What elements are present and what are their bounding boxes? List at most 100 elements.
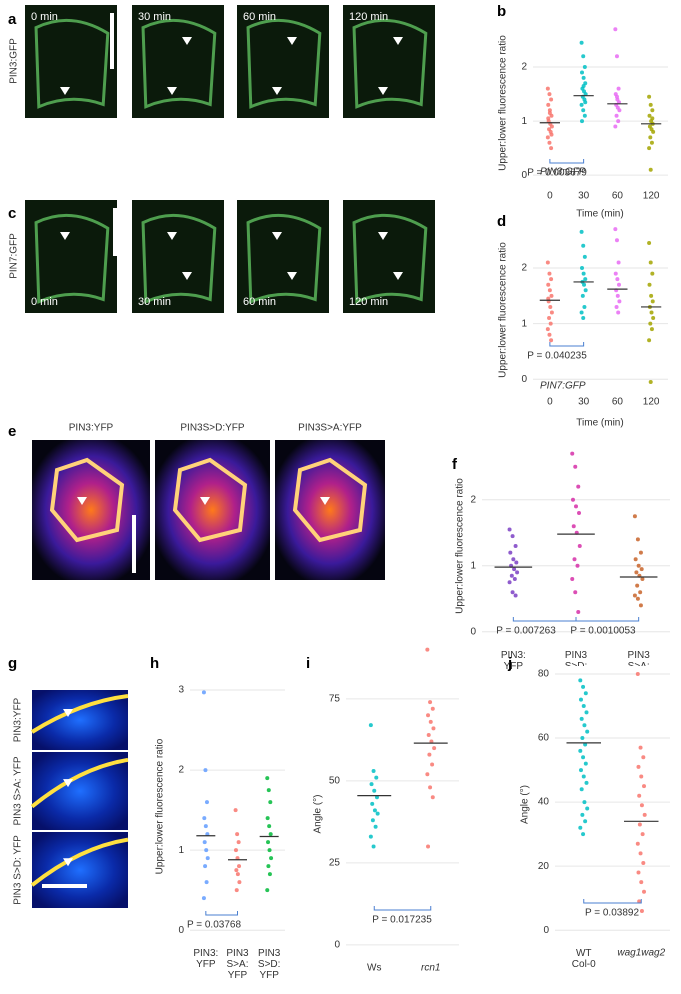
data-point <box>613 227 618 232</box>
significance-bracket <box>205 911 238 916</box>
panel-letter: e <box>8 423 16 440</box>
arrowhead <box>60 232 70 240</box>
data-point <box>579 102 584 107</box>
cell-outline <box>141 213 217 304</box>
data-point <box>572 557 577 562</box>
y-tick-label: 1 <box>470 560 476 571</box>
data-point <box>616 260 621 265</box>
data-point <box>570 497 575 502</box>
data-point <box>648 260 653 265</box>
p-value: P = 0.0010053 <box>570 626 636 637</box>
y-tick-label: 0 <box>334 940 340 951</box>
x-tick-label: 60 <box>612 397 624 408</box>
p-value: P = 0.03768 <box>187 920 241 931</box>
data-point <box>649 140 654 145</box>
data-point <box>636 870 641 875</box>
x-tick-label: 30 <box>578 191 590 202</box>
arrowhead <box>378 87 388 95</box>
data-point <box>235 872 240 877</box>
cell-outline <box>30 837 129 887</box>
data-point <box>545 135 550 140</box>
data-point <box>578 768 583 773</box>
y-tick-label: 0 <box>521 170 527 181</box>
data-point <box>648 321 653 326</box>
x-axis-label: Time (min) <box>576 418 623 429</box>
panel-letter: b <box>497 3 506 20</box>
data-point <box>430 706 435 711</box>
p-value: P = 0.017235 <box>372 915 432 926</box>
data-point <box>267 848 272 853</box>
data-point <box>581 108 586 113</box>
arrowhead <box>182 37 192 45</box>
cell-outline <box>352 18 428 109</box>
data-point <box>581 774 586 779</box>
data-point <box>549 132 554 137</box>
data-point <box>617 108 622 113</box>
data-point <box>636 563 641 568</box>
data-point <box>549 97 554 102</box>
data-point <box>203 864 208 869</box>
panel-letter: h <box>150 655 159 672</box>
data-point <box>651 129 656 134</box>
y-tick-label: 20 <box>538 861 550 872</box>
data-point <box>425 647 430 652</box>
data-point <box>202 816 207 821</box>
data-point <box>647 94 652 99</box>
data-point <box>580 812 585 817</box>
data-point <box>616 100 621 105</box>
data-point <box>512 567 517 572</box>
data-point <box>265 816 270 821</box>
data-point <box>641 755 646 760</box>
image-label: PIN3:YFP <box>69 423 114 434</box>
data-point <box>573 464 578 469</box>
data-point <box>635 596 640 601</box>
data-point <box>201 896 206 901</box>
y-axis-label: Angle (°) <box>520 785 531 824</box>
data-point <box>578 825 583 830</box>
data-point <box>650 299 655 304</box>
data-point <box>583 691 588 696</box>
data-point <box>639 908 644 913</box>
data-point <box>369 782 374 787</box>
data-point <box>647 241 652 246</box>
scale-bar <box>110 13 114 69</box>
y-tick-label: 2 <box>521 263 527 274</box>
data-point <box>616 282 621 287</box>
plot-area <box>533 20 668 186</box>
data-point <box>633 557 638 562</box>
y-tick-label: 1 <box>521 116 527 127</box>
data-point <box>429 739 434 744</box>
plot-area <box>555 666 670 943</box>
data-point <box>581 83 586 88</box>
data-point <box>576 484 581 489</box>
data-point <box>268 832 273 837</box>
y-tick-label: 1 <box>521 318 527 329</box>
data-point <box>585 806 590 811</box>
data-point <box>426 713 431 718</box>
data-point <box>581 75 586 80</box>
y-tick-label: 2 <box>470 494 476 505</box>
data-point <box>430 762 435 767</box>
data-point <box>368 723 373 728</box>
scale-bar <box>113 208 117 256</box>
data-point <box>546 102 551 107</box>
data-point <box>204 800 209 805</box>
data-point <box>548 304 553 309</box>
data-point <box>549 146 554 151</box>
data-point <box>570 577 575 581</box>
data-point <box>649 310 654 315</box>
arrowhead <box>393 272 403 280</box>
cell-outline <box>172 457 248 543</box>
image-label: 60 min <box>243 11 276 23</box>
data-point <box>546 116 551 121</box>
image-label: PIN3:YFP <box>13 697 24 742</box>
data-point <box>549 124 554 129</box>
data-point <box>648 379 653 384</box>
data-point <box>651 316 656 321</box>
cell-outline <box>30 694 129 734</box>
arrowhead <box>287 272 297 280</box>
arrowhead <box>77 497 87 505</box>
data-point <box>642 889 647 894</box>
image-label: 30 min <box>138 11 171 23</box>
